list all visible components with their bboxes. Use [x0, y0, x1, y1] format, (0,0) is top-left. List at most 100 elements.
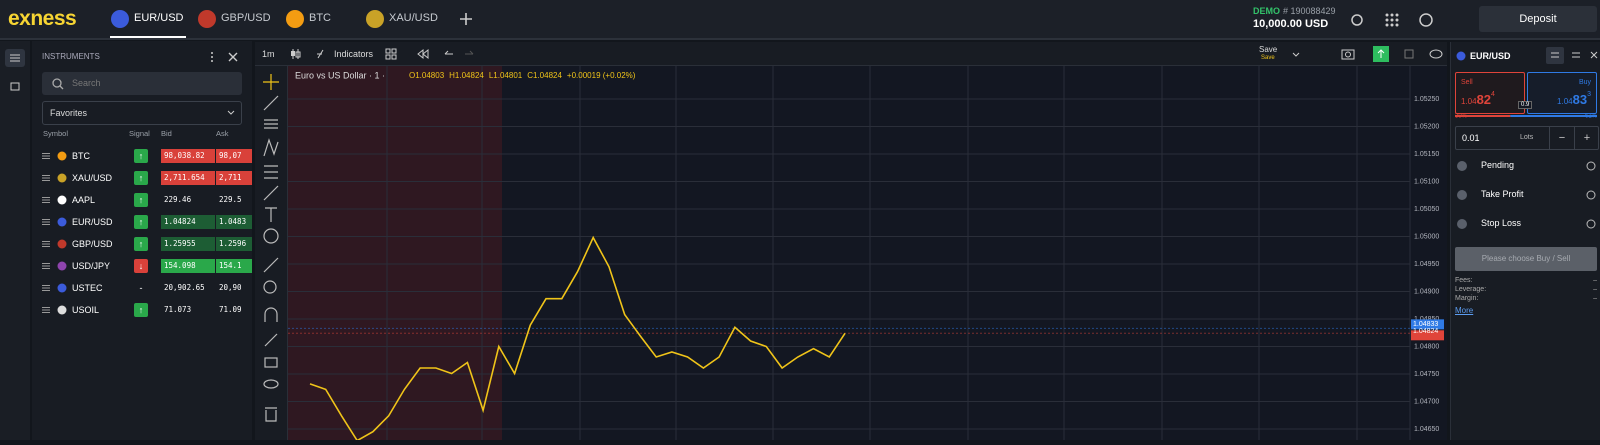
symbol: USD/JPY [72, 261, 111, 271]
signal: ↑ [134, 303, 148, 317]
row-icons [42, 283, 67, 293]
more-link[interactable]: More [1455, 306, 1474, 315]
volume-input[interactable]: 0.01 Lots − + [1455, 126, 1599, 150]
option-row[interactable]: Pending [1451, 155, 1600, 177]
tab[interactable]: BTC [285, 0, 357, 36]
y-tick-label: 1.04800 [1414, 343, 1439, 350]
bid: 98,038.82 [161, 149, 215, 163]
tab-icon [111, 10, 129, 28]
indicators[interactable]: Indicators [334, 49, 374, 59]
instrument-icon [57, 173, 67, 183]
instrument-row[interactable]: XAU/USD ↑ 2,711.654 2,711 [32, 167, 252, 189]
bid: 1.04824 [161, 215, 215, 229]
option-label: Stop Loss [1481, 218, 1522, 228]
row-icons [42, 151, 67, 161]
drag-handle [42, 241, 50, 247]
sell-label: Sell [1461, 79, 1473, 86]
bid: 2,711.654 [161, 171, 215, 185]
signal: ↑ [134, 215, 148, 229]
tab-icon [366, 10, 384, 28]
price-tag [1411, 330, 1444, 341]
chart-toolbar: 1m Indicators Save Save [255, 42, 1447, 66]
rail-icons [5, 49, 25, 91]
account-number: # 190088429 [1283, 6, 1336, 16]
ohlc-item: C1.04824 [527, 71, 562, 80]
tab[interactable]: XAU/USD [365, 0, 438, 36]
price-tag-label: 1.04833 [1413, 321, 1438, 328]
volume-unit[interactable]: Lots [1520, 134, 1534, 141]
buy-price-part: 1.04 [1557, 97, 1573, 106]
y-tick-label: 1.05050 [1414, 206, 1439, 213]
y-tick-label: 1.05250 [1414, 96, 1439, 103]
instrument-icon [57, 195, 67, 205]
buy-box[interactable]: Buy 1.04833 [1527, 72, 1597, 114]
panel-controls[interactable] [1546, 46, 1600, 66]
deposit-button[interactable]: Deposit [1479, 6, 1597, 32]
option-row[interactable]: Take Profit [1451, 184, 1600, 206]
instrument-icon [57, 283, 67, 293]
spread: 0.9 [1518, 101, 1533, 109]
tab-label: EUR/USD [134, 12, 184, 24]
info-value: – [1593, 277, 1597, 284]
account-type: DEMO [1253, 6, 1280, 16]
save[interactable]: Save [1259, 45, 1278, 54]
panel-actions[interactable] [202, 49, 247, 65]
info-value: – [1593, 295, 1597, 302]
instrument-icon [57, 261, 67, 271]
drag-handle [42, 153, 50, 159]
info-value: – [1593, 286, 1597, 293]
option-row[interactable]: Stop Loss [1451, 213, 1600, 235]
chart[interactable]: Euro vs US Dollar · 1 · 1.046001.046501.… [288, 66, 1447, 440]
row-icons [42, 305, 67, 315]
top-bar: exness DEMO # 190088429 10,000.00 USD De… [0, 0, 1600, 40]
timeframe[interactable]: 1m [262, 49, 275, 59]
option-icons [1457, 219, 1596, 229]
instrument-row[interactable]: GBP/USD ↑ 1.25955 1.2596 [32, 233, 252, 255]
instrument-row[interactable]: BTC ↑ 98,038.82 98,07 [32, 145, 252, 167]
y-tick-label: 1.04900 [1414, 288, 1439, 295]
balance[interactable]: 10,000.00 USD [1253, 18, 1329, 30]
instrument-row[interactable]: USOIL ↑ 71.073 71.09 [32, 299, 252, 321]
sell-price: 1.04824 [1461, 91, 1495, 109]
row-icons [42, 217, 67, 227]
buy-price-part: 3 [1587, 91, 1591, 98]
info-label: Margin: [1455, 295, 1479, 302]
tab-icon [198, 10, 216, 28]
option-icons [1457, 190, 1596, 200]
plus-button[interactable]: + [1574, 127, 1599, 149]
instrument-row[interactable]: USD/JPY ↓ 154.098 154.1 [32, 255, 252, 277]
signal: ↑ [134, 237, 148, 251]
instrument-icon [57, 151, 67, 161]
save-status: Save [1261, 55, 1275, 61]
tab[interactable]: GBP/USD [197, 0, 271, 36]
tab-icon [286, 10, 304, 28]
instrument-row[interactable]: AAPL ↑ 229.46 229.5 [32, 189, 252, 211]
instrument-row[interactable]: USTEC - 20,902.65 20,90 [32, 277, 252, 299]
search-box[interactable]: Search [42, 72, 242, 95]
filter-dropdown[interactable]: Favorites [42, 101, 242, 125]
drag-handle [42, 263, 50, 269]
signal: ↑ [134, 193, 148, 207]
price-line-series [309, 235, 846, 440]
info-label: Fees: [1455, 277, 1473, 284]
info-icon [1586, 190, 1596, 200]
tab-icon-shape [198, 10, 216, 28]
price-tag [1411, 319, 1444, 330]
column-header: Symbol [43, 129, 69, 138]
instrument-row[interactable]: EUR/USD ↑ 1.04824 1.0483 [32, 211, 252, 233]
buy-price-part: 83 [1572, 92, 1588, 107]
minus-button[interactable]: − [1549, 127, 1574, 149]
toolbar-icons [291, 49, 324, 59]
tab-icon-shape [111, 10, 129, 28]
column-header: Ask [216, 129, 229, 138]
add-tab[interactable] [458, 11, 474, 27]
place-order-button[interactable]: Please choose Buy / Sell [1455, 247, 1597, 271]
tool-icons[interactable] [255, 66, 287, 440]
logo[interactable]: exness [8, 7, 77, 30]
sell-box[interactable]: Sell 1.04824 [1455, 72, 1525, 114]
sell-share-label: 39% [1455, 114, 1468, 120]
sell-share [1455, 115, 1511, 117]
option-label: Take Profit [1481, 189, 1524, 199]
toolbar-icons-2 [385, 48, 474, 60]
tab[interactable]: EUR/USD [110, 0, 186, 38]
